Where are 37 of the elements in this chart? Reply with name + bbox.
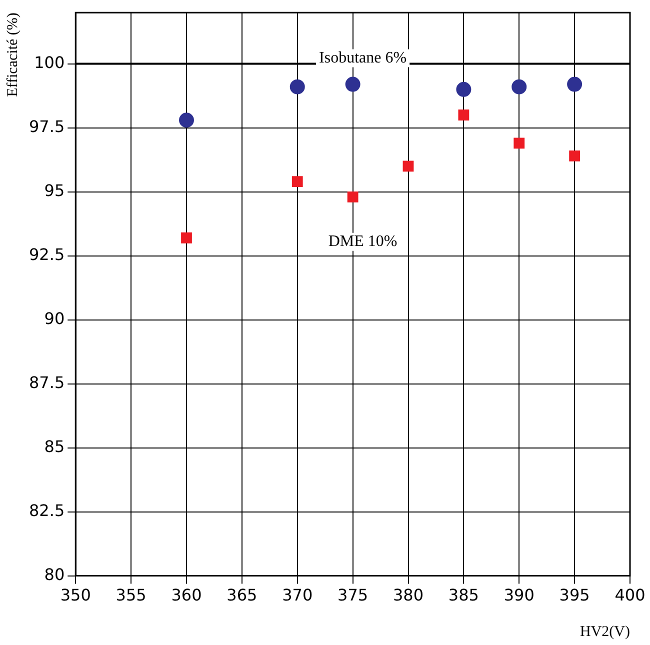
x-tick-label: 400 <box>614 586 646 605</box>
point <box>347 191 358 202</box>
x-tick-label: 375 <box>338 586 368 605</box>
point <box>456 82 472 97</box>
x-tick-label: 385 <box>448 586 479 605</box>
y-tick-label: 97.5 <box>29 116 65 136</box>
y-tick-label: 92.5 <box>29 244 65 264</box>
point <box>402 160 414 172</box>
series-label: Isobutane 6% <box>319 49 407 66</box>
x-axis-title: HV2(V) <box>580 624 630 640</box>
point <box>512 79 527 94</box>
x-tick-label: 360 <box>171 586 202 605</box>
y-tick-label: 87.5 <box>29 372 65 392</box>
x-tick-label: 350 <box>60 586 91 605</box>
point <box>567 76 582 92</box>
point <box>345 76 360 92</box>
point <box>514 138 525 149</box>
y-tick-label: 90 <box>44 308 65 328</box>
y-tick-label: 95 <box>44 180 65 200</box>
y-tick-label: 85 <box>44 436 65 456</box>
x-tick-label: 355 <box>116 586 146 605</box>
y-tick-label: 100 <box>34 52 65 72</box>
y-tick-label: 82.5 <box>29 500 65 520</box>
y-tick-label: 80 <box>44 564 65 584</box>
x-tick-label: 370 <box>282 586 313 605</box>
point <box>458 110 470 120</box>
x-tick-label: 390 <box>504 586 534 605</box>
point <box>292 176 303 188</box>
x-tick-label: 395 <box>559 586 590 605</box>
text: DME 10% <box>328 233 398 250</box>
y-axis-title: Efficacité (%) <box>4 12 21 97</box>
x-tick-label: 365 <box>226 586 258 605</box>
point <box>179 112 194 128</box>
point <box>181 232 192 244</box>
x-tick-label: 380 <box>392 586 424 605</box>
point <box>569 150 580 162</box>
point <box>290 79 305 94</box>
